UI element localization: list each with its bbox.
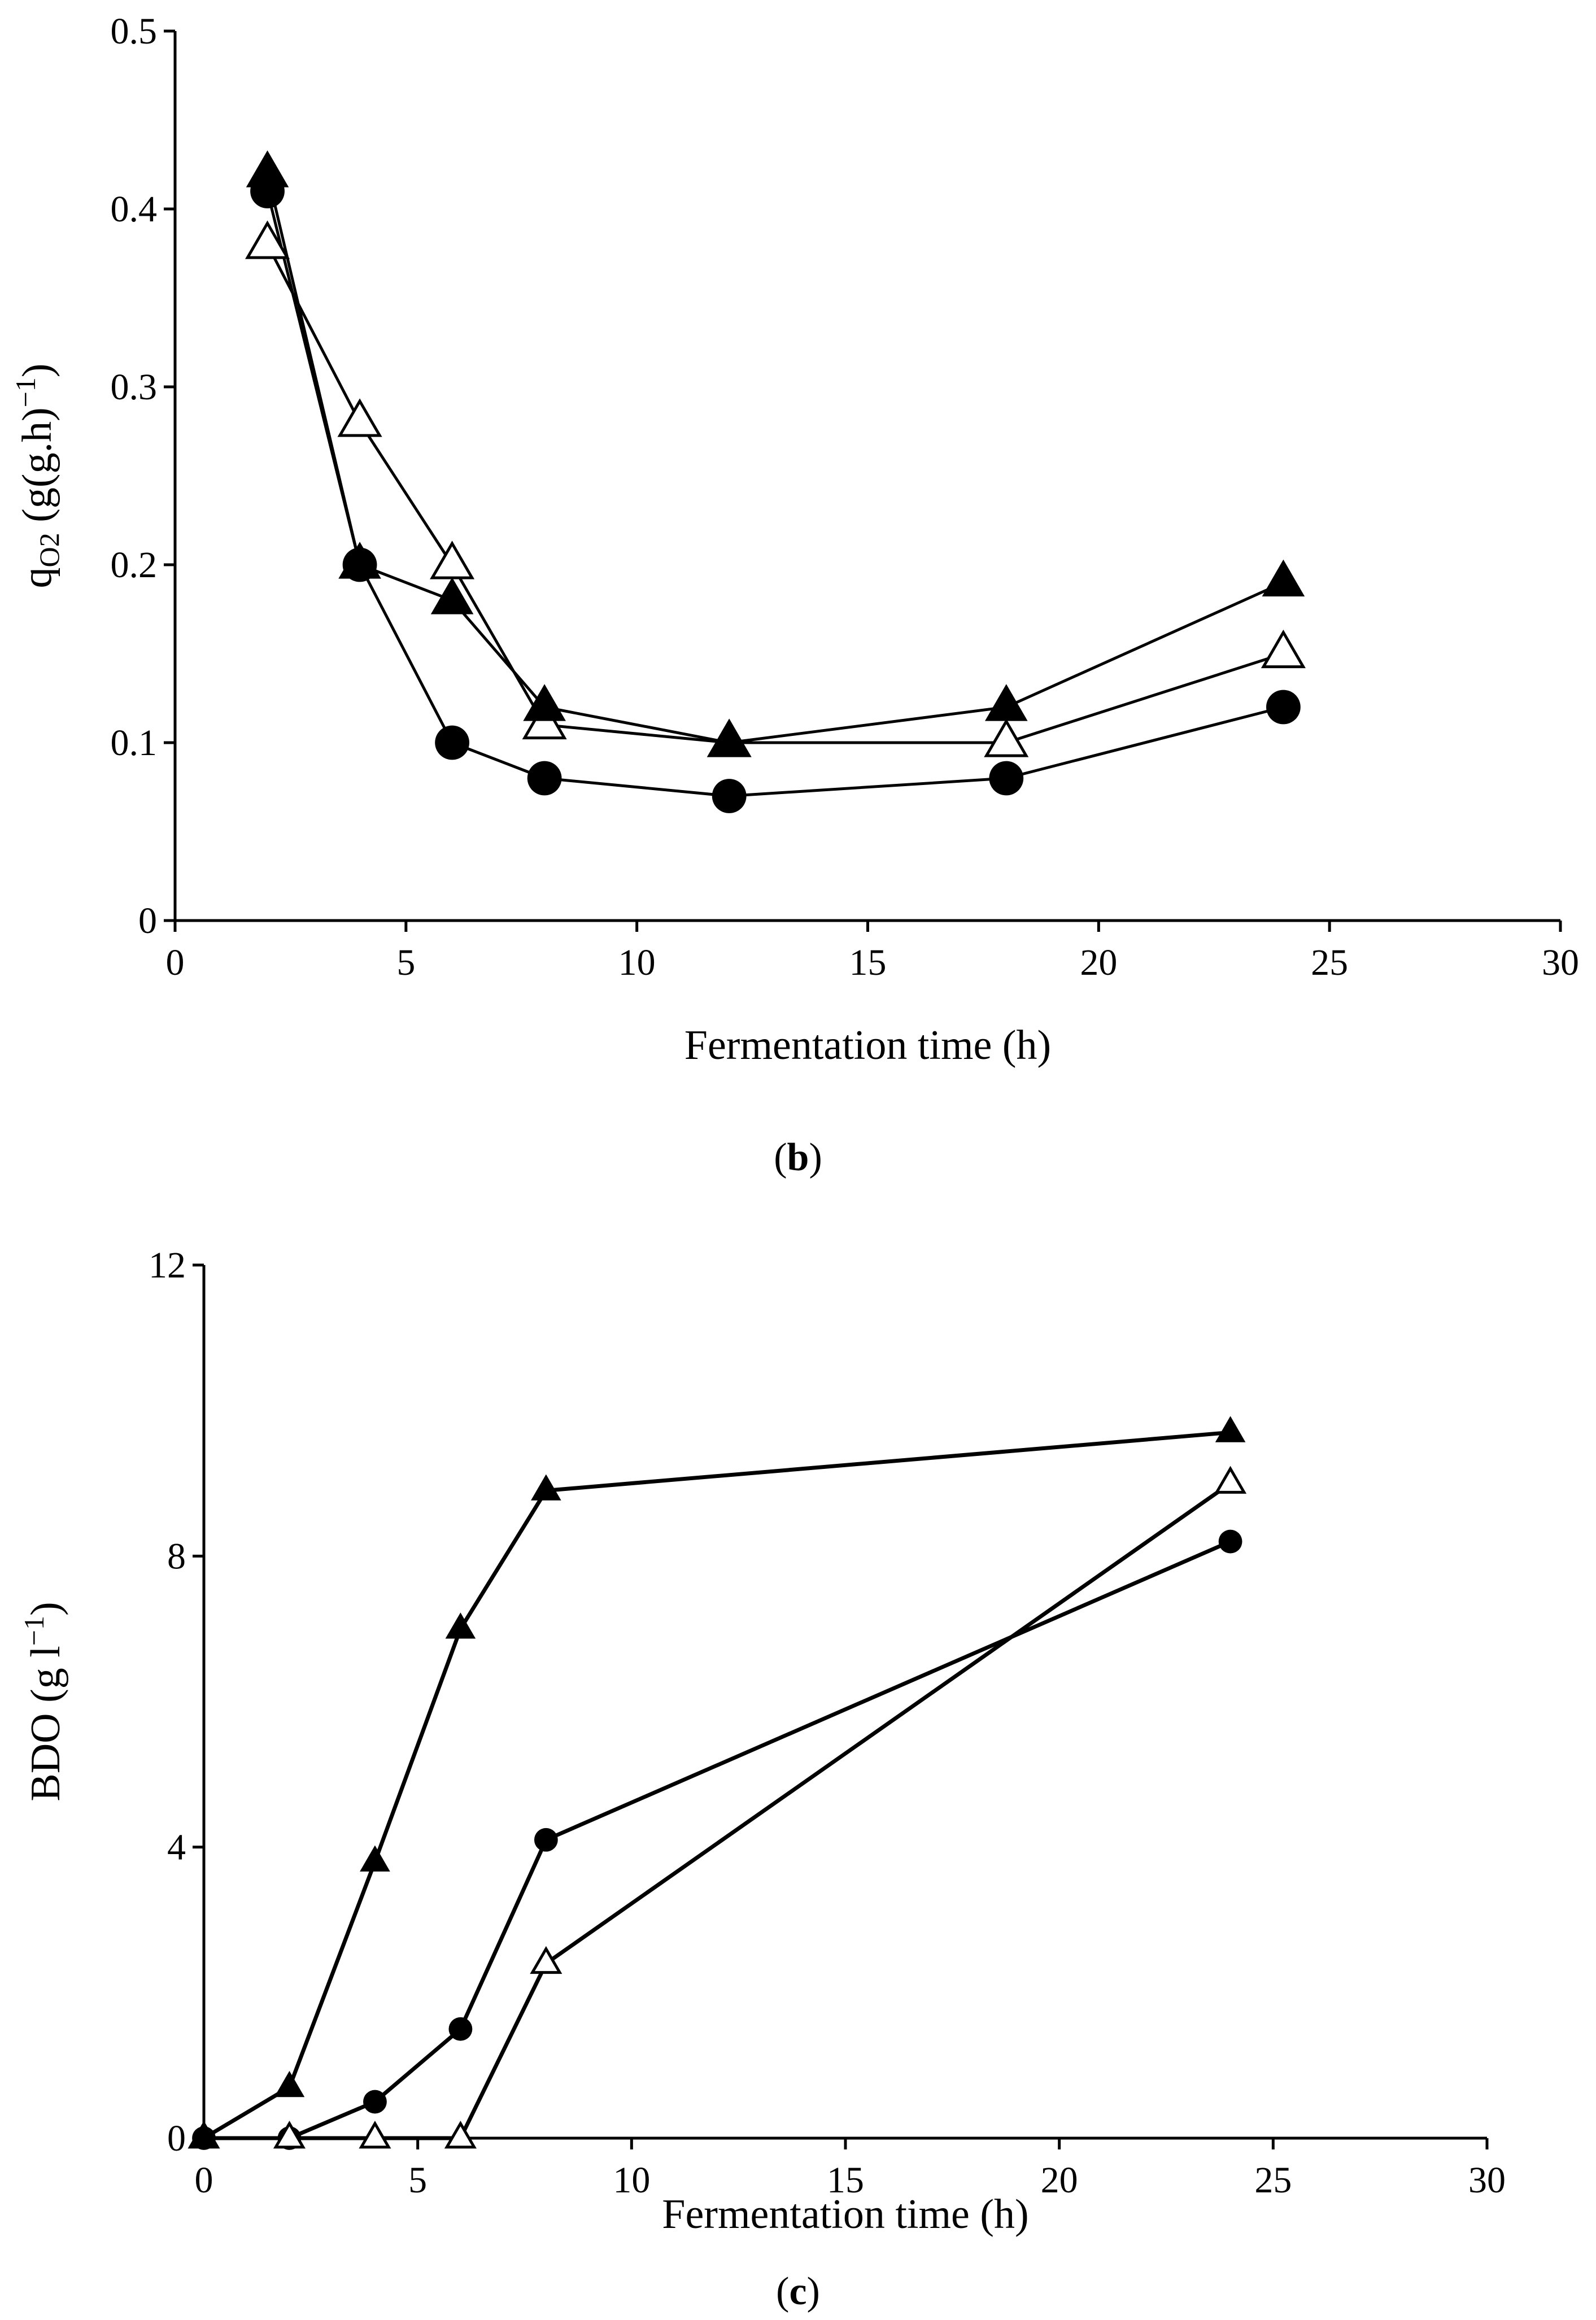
data-point-triangle-filled (445, 1612, 476, 1639)
data-point-triangle-open (273, 2121, 306, 2149)
y-tick-label: 12 (149, 1245, 186, 1286)
data-point-triangle-filled (274, 2070, 305, 2097)
data-point-triangle-filled (1262, 559, 1305, 597)
data-point-circle-filled (1266, 690, 1301, 725)
series-line-triangle-filled (203, 1430, 1231, 2140)
x-tick-label: 5 (396, 942, 415, 983)
data-point-triangle-open (430, 540, 475, 579)
data-point-triangle-open (245, 220, 290, 259)
x-tick-label: 5 (408, 2160, 427, 2201)
data-point-circle-filled (534, 1828, 558, 1852)
y-tick-label: 8 (167, 1536, 186, 1577)
y-tick-label: 0 (167, 2118, 186, 2159)
data-point-triangle-filled (523, 684, 566, 721)
y-tick-label: 4 (167, 1827, 186, 1868)
x-tick-label: 20 (1080, 942, 1117, 983)
data-point-triangle-open (530, 1946, 562, 1974)
data-point-circle-filled (363, 2090, 387, 2114)
series-line-triangle-open (204, 1481, 1232, 2140)
data-point-triangle-open (984, 718, 1029, 757)
y-tick-label: 0.4 (111, 189, 158, 230)
x-tick-label: 15 (849, 942, 887, 983)
panel-b-label: (b) (774, 1136, 822, 1179)
data-point-circle-filled (1218, 1529, 1242, 1554)
data-point-triangle-open (359, 2121, 391, 2149)
y-tick-label: 0 (138, 900, 157, 941)
data-point-triangle-filled (246, 150, 289, 187)
data-point-triangle-filled (1215, 1416, 1246, 1442)
data-point-triangle-filled (984, 684, 1028, 721)
y-tick-label: 0.5 (111, 11, 158, 52)
y-axis-title: BDO (g l−1) (18, 1602, 69, 1801)
data-point-triangle-open (1214, 1466, 1247, 1494)
x-tick-label: 10 (613, 2160, 650, 2201)
data-point-triangle-filled (531, 1474, 561, 1501)
series-line-triangle-filled (266, 173, 1284, 744)
data-point-triangle-filled (338, 542, 381, 579)
series-line-circle-filled (204, 1540, 1231, 2140)
data-point-triangle-open (337, 398, 382, 437)
data-point-circle-filled (435, 725, 469, 760)
data-point-circle-filled (712, 779, 747, 813)
x-tick-label: 15 (827, 2160, 864, 2201)
x-axis-title: Fermentation time (h) (684, 1022, 1051, 1069)
x-tick-label: 10 (618, 942, 656, 983)
panel-c-label: (c) (776, 2270, 820, 2313)
y-tick-label: 0.1 (111, 722, 158, 764)
data-point-triangle-filled (430, 577, 474, 614)
x-tick-label: 25 (1254, 2160, 1292, 2201)
y-axis-title: qO2 (g(g.h)−1) (10, 364, 65, 588)
data-point-circle-filled (448, 2017, 473, 2041)
x-tick-label: 25 (1311, 942, 1348, 983)
data-point-circle-filled (989, 761, 1024, 796)
x-axis-title: Fermentation time (h) (662, 2191, 1028, 2238)
panel-b-chart: 0 0.1 0.2 0.3 0.4 0.5 0 5 10 15 20 25 30 Fermentation… (10, 11, 1579, 1069)
y-tick-label: 0.3 (111, 367, 158, 408)
x-tick-label: 0 (195, 2160, 213, 2201)
data-point-triangle-open (1261, 629, 1306, 669)
x-tick-label: 0 (166, 942, 185, 983)
x-tick-label: 20 (1041, 2160, 1078, 2201)
y-tick-label: 0.2 (111, 544, 158, 586)
x-tick-label: 30 (1542, 942, 1579, 983)
data-point-triangle-filled (189, 2122, 219, 2148)
panel-c-chart: 0 4 8 12 0 5 10 15 20 25 30 Fermentation time (h) BD… (18, 1245, 1506, 2238)
series-line-circle-filled (266, 190, 1284, 797)
data-point-triangle-open (444, 2121, 477, 2149)
data-point-circle-filled (527, 761, 562, 796)
x-tick-label: 30 (1468, 2160, 1506, 2201)
data-point-triangle-filled (708, 719, 751, 757)
series-line-triangle-open (266, 243, 1284, 744)
data-point-triangle-filled (360, 1845, 390, 1872)
